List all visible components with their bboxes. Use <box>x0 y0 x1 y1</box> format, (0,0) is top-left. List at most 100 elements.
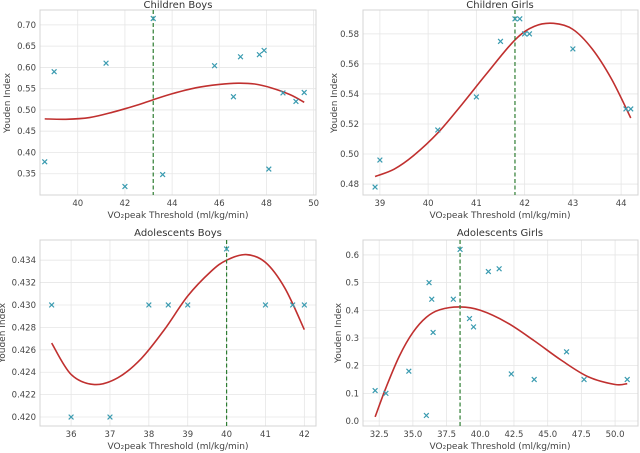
data-point-marker <box>624 376 631 383</box>
x-tick-label: 37 <box>105 430 116 440</box>
x-tick-label: 42.5 <box>505 430 524 440</box>
data-point-marker <box>563 348 570 355</box>
y-tick-label: 0.50 <box>17 106 36 116</box>
y-tick-label: 0.420 <box>12 413 36 423</box>
x-tick-label: 45.0 <box>538 430 557 440</box>
data-point-marker <box>280 90 286 96</box>
data-point-marker <box>531 376 538 383</box>
fit-curve <box>50 253 306 386</box>
plot-background <box>363 10 638 195</box>
data-point-marker <box>406 368 412 375</box>
data-point-marker <box>103 60 109 66</box>
y-tick-label: 0.58 <box>340 30 359 40</box>
data-point-marker <box>256 51 263 58</box>
x-tick-label: 36 <box>66 430 77 440</box>
y-tick-label: 0.428 <box>12 323 36 333</box>
data-point-marker <box>262 302 269 308</box>
fit-curve <box>374 306 628 418</box>
y-tick-label: 0.432 <box>12 279 36 289</box>
x-tick-label: 35.0 <box>403 430 422 440</box>
x-tick-label: 32.5 <box>370 430 389 440</box>
y-tick-label: 0.422 <box>12 391 36 401</box>
data-point-marker <box>512 16 518 22</box>
data-point-marker <box>473 94 480 100</box>
data-point-marker <box>423 412 430 419</box>
y-tick-label: 0.434 <box>12 256 36 266</box>
data-point-marker <box>301 302 308 308</box>
y-axis-label: Youden Index <box>0 302 8 364</box>
plot-frame <box>362 9 639 196</box>
plot-background <box>363 240 638 426</box>
plot-area: 40 42 44 46 48 50 0.35 0.40 0.45 0.50 0.55 0.60 0.65… <box>17 9 319 209</box>
y-tick-label: 0.2 <box>345 362 359 372</box>
x-tick-label: 41 <box>471 199 482 209</box>
x-tick-label: 42 <box>299 430 310 440</box>
plot-area: 36 37 38 39 40 41 42 0.420 0.422 0.424 0.426 0.428 0… <box>12 239 317 440</box>
y-tick-label: 0.5 <box>345 279 359 289</box>
x-tick-label: 40 <box>72 199 83 209</box>
y-tick-label: 0.424 <box>12 368 36 378</box>
data-point-marker <box>293 98 299 105</box>
data-point-marker <box>526 31 533 37</box>
subplot-title: Adolescents Girls <box>457 228 543 239</box>
data-point-marker <box>211 62 218 69</box>
y-tick-label: 0.56 <box>340 60 359 70</box>
data-point-marker <box>150 15 157 22</box>
subplot-title: Children Girls <box>466 0 533 11</box>
plot-area: 32.5 35.0 37.5 40.0 42.5 45.0 47.5 50.0 0.0 0.1 0.… <box>345 239 639 440</box>
y-tick-label: 0.45 <box>17 127 36 137</box>
x-tick-label: 42 <box>120 199 131 209</box>
data-point-marker <box>430 329 436 336</box>
y-tick-label: 0.3 <box>345 334 359 344</box>
data-point-marker <box>623 106 629 112</box>
x-tick-label: 40 <box>423 199 434 209</box>
data-point-marker <box>68 414 74 420</box>
y-tick-label: 0.430 <box>12 301 36 311</box>
y-tick-label: 0.6 <box>345 251 359 261</box>
plot-area: 39 40 41 42 43 44 0.48 0.50 0.52 0.54 0.56 0.58 <box>340 9 639 209</box>
y-tick-label: 0.65 <box>17 42 36 52</box>
x-tick-label: 46 <box>214 199 225 209</box>
y-tick-label: 0.0 <box>345 417 359 427</box>
data-point-marker <box>372 184 378 190</box>
y-tick-label: 0.55 <box>17 85 36 95</box>
data-point-marker <box>107 414 113 420</box>
data-point-marker <box>426 279 432 286</box>
subplot-title: Adolescents Boys <box>134 228 222 239</box>
y-axis-label: Youden Index <box>3 72 13 134</box>
x-tick-label: 42 <box>519 199 530 209</box>
x-tick-label: 50 <box>308 199 319 209</box>
data-point-marker <box>521 31 528 37</box>
data-point-marker <box>301 89 308 96</box>
data-point-marker <box>146 302 152 308</box>
plot-background <box>40 10 316 195</box>
x-tick-label: 38 <box>143 430 154 440</box>
data-point-marker <box>377 157 383 163</box>
y-tick-label: 0.54 <box>340 90 359 100</box>
x-tick-label: 39 <box>182 430 193 440</box>
x-axis-label: VO₂peak Threshold (ml/kg/min) <box>430 211 571 221</box>
data-point-marker <box>466 315 473 322</box>
data-point-marker <box>237 53 244 60</box>
x-tick-label: 43 <box>567 199 578 209</box>
x-axis-label: VO₂peak Threshold (ml/kg/min) <box>430 442 571 452</box>
x-tick-label: 41 <box>260 430 271 440</box>
subplot-adolescents-girls: 32.5 35.0 37.5 40.0 42.5 45.0 47.5 50.0 0.0 0.1 0.… <box>334 228 639 452</box>
data-point-marker <box>516 16 523 22</box>
data-point-marker <box>230 93 237 100</box>
data-point-marker <box>470 324 477 330</box>
subplot-children-boys: 40 42 44 46 48 50 0.35 0.40 0.45 0.50 0.55 0.60 0.65… <box>3 0 319 221</box>
data-point-marker <box>41 159 48 165</box>
data-point-marker <box>48 302 55 308</box>
data-point-marker <box>497 38 504 45</box>
x-axis-label: VO₂peak Threshold (ml/kg/min) <box>108 442 249 452</box>
data-point-marker <box>496 265 502 272</box>
plot-frame <box>39 9 317 196</box>
subplot-children-girls: 39 40 41 42 43 44 0.48 0.50 0.52 0.54 0.56 0.58 Chi… <box>330 0 639 221</box>
y-tick-label: 0.50 <box>340 150 359 160</box>
plot-frame <box>362 239 639 427</box>
plot-frame <box>39 239 317 427</box>
y-axis-label: Youden Index <box>330 72 340 134</box>
x-tick-label: 47.5 <box>572 430 591 440</box>
